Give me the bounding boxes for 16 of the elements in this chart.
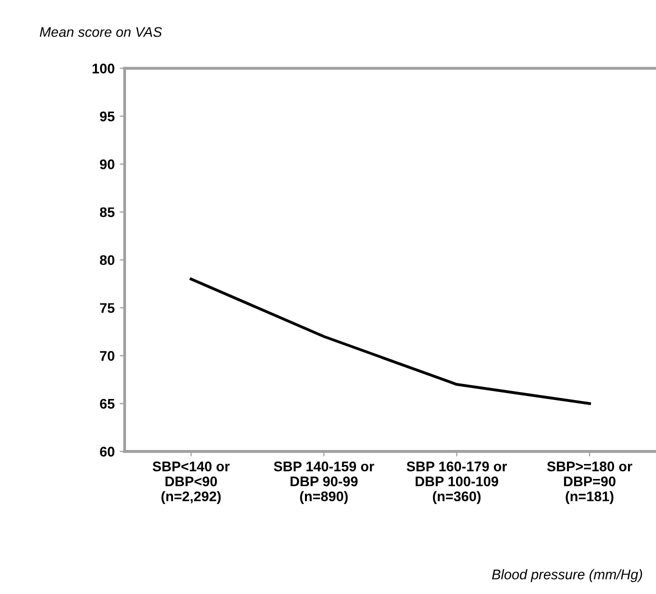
x-axis-title: Blood pressure (mm/Hg) [492,569,642,582]
y-tick-label: 65 [100,398,115,409]
x-tick-label: SBP>=180 or DBP=90 (n=181) [547,462,632,504]
x-tick-label: SBP 160-179 or DBP 100-109 (n=360) [406,462,507,504]
line-series [190,278,591,405]
x-tick-label: SBP 140-159 or DBP 90-99 (n=890) [274,462,374,504]
y-tick-label: 100 [92,64,114,74]
y-tick-label: 70 [100,350,114,361]
y-tick-label: 90 [100,159,114,170]
y-tick-label: 80 [100,255,114,266]
x-tick-label: SBP<140 or DBP<90 (n=2,292) [152,462,230,504]
y-tick-label: 60 [100,446,114,457]
y-axis-title: Mean score on VAS [40,27,162,37]
y-tick-label: 95 [100,112,115,122]
y-tick-label: 75 [100,303,115,313]
y-tick-label: 85 [100,207,115,218]
